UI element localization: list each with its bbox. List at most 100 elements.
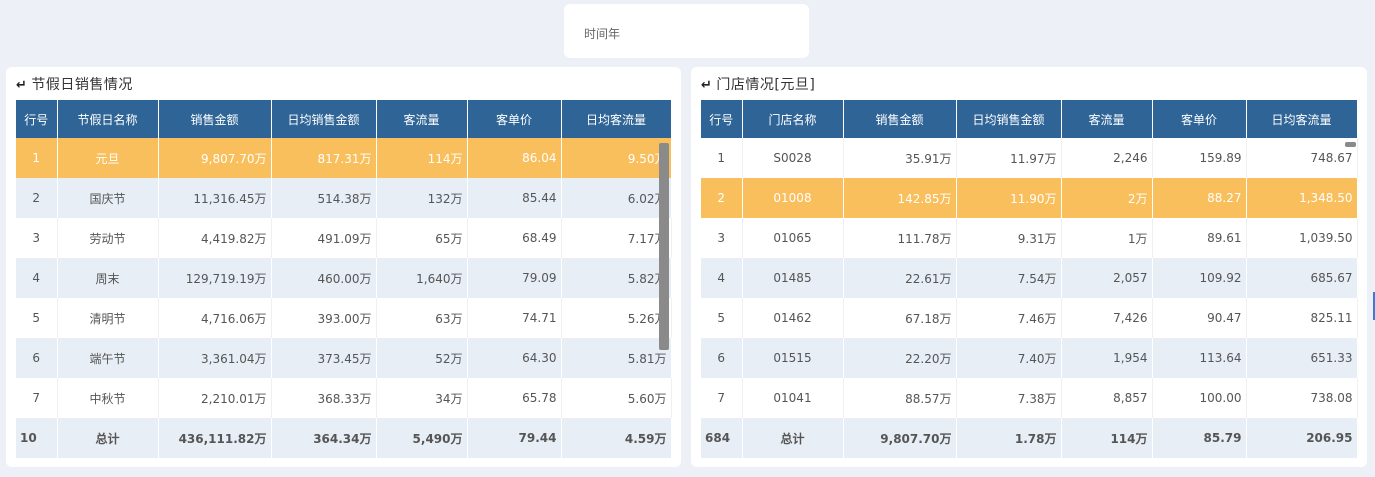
table-cell: 6 — [16, 338, 58, 378]
total-cell: 总计 — [57, 418, 159, 458]
column-header[interactable]: 销售金额 — [158, 100, 272, 138]
panel-title: ↵ 节假日销售情况 — [16, 76, 133, 94]
table-cell: 90.47 — [1152, 298, 1247, 338]
table-cell: 393.00万 — [271, 298, 377, 338]
total-row: 10 总计 436,111.82万 364.34万 5,490万 79.44 4.59万 — [16, 418, 672, 458]
table-cell: 132万 — [376, 178, 468, 218]
table-cell: 11.97万 — [956, 138, 1062, 178]
table-row[interactable]: 5 01462 67.18万 7.46万 7,426 90.47 825.11 — [701, 298, 1358, 338]
table-cell: 63万 — [376, 298, 468, 338]
table-cell: 159.89 — [1152, 138, 1247, 178]
column-header[interactable]: 日均销售金额 — [956, 100, 1062, 138]
table-cell: 64.30 — [467, 338, 562, 378]
table-cell: 88.57万 — [843, 378, 957, 418]
column-header[interactable]: 日均销售金额 — [271, 100, 377, 138]
back-icon[interactable]: ↵ — [701, 78, 713, 93]
column-header[interactable]: 行号 — [16, 100, 58, 138]
table-cell: 1 — [16, 138, 58, 178]
column-header[interactable]: 客流量 — [1061, 100, 1153, 138]
table-cell: 67.18万 — [843, 298, 957, 338]
table-cell: 3 — [701, 218, 743, 258]
table-cell: 2 — [16, 178, 58, 218]
table-row[interactable]: 7 中秋节 2,210.01万 368.33万 34万 65.78 5.60万 — [16, 378, 672, 418]
table-cell: 01065 — [742, 218, 844, 258]
table-row[interactable]: 2 01008 142.85万 11.90万 2万 88.27 1,348.50 — [701, 178, 1358, 218]
table-cell: 5.82万 — [561, 258, 672, 298]
table-row[interactable]: 7 01041 88.57万 7.38万 8,857 100.00 738.08 — [701, 378, 1358, 418]
table-row[interactable]: 4 周末 129,719.19万 460.00万 1,640万 79.09 5.82万 — [16, 258, 672, 298]
total-cell: 5,490万 — [376, 418, 468, 458]
edge-handle[interactable] — [1373, 292, 1375, 320]
holiday-sales-table: 行号 节假日名称 销售金额 日均销售金额 客流量 客单价 日均客流量 1 元旦 9,… — [16, 100, 672, 458]
total-cell: 总计 — [742, 418, 844, 458]
table-cell: 651.33 — [1246, 338, 1358, 378]
table-cell: 8,857 — [1061, 378, 1153, 418]
column-header[interactable]: 节假日名称 — [57, 100, 159, 138]
column-header[interactable]: 门店名称 — [742, 100, 844, 138]
table-cell: 4,419.82万 — [158, 218, 272, 258]
table-cell: 89.61 — [1152, 218, 1247, 258]
column-header[interactable]: 客单价 — [467, 100, 562, 138]
table-row[interactable]: 2 国庆节 11,316.45万 514.38万 132万 85.44 6.02万 — [16, 178, 672, 218]
table-cell: 79.09 — [467, 258, 562, 298]
table-cell: 817.31万 — [271, 138, 377, 178]
back-icon[interactable]: ↵ — [16, 78, 28, 93]
column-header[interactable]: 销售金额 — [843, 100, 957, 138]
table-cell: 11,316.45万 — [158, 178, 272, 218]
total-cell: 436,111.82万 — [158, 418, 272, 458]
table-scrollbar[interactable] — [1345, 142, 1356, 147]
table-cell: 3,361.04万 — [158, 338, 272, 378]
column-header[interactable]: 客流量 — [376, 100, 468, 138]
year-filter[interactable]: 时间年 — [564, 4, 809, 58]
table-row[interactable]: 6 端午节 3,361.04万 373.45万 52万 64.30 5.81万 — [16, 338, 672, 378]
table-scrollbar[interactable] — [659, 143, 669, 350]
table-cell: 6 — [701, 338, 743, 378]
total-cell: 206.95 — [1246, 418, 1358, 458]
table-row[interactable]: 3 劳动节 4,419.82万 491.09万 65万 68.49 7.17万 — [16, 218, 672, 258]
table-cell: 元旦 — [57, 138, 159, 178]
table-cell: 22.20万 — [843, 338, 957, 378]
total-row: 684 总计 9,807.70万 1.78万 114万 85.79 206.95 — [701, 418, 1358, 458]
table-cell: 129,719.19万 — [158, 258, 272, 298]
table-cell: 11.90万 — [956, 178, 1062, 218]
table-cell: 5 — [16, 298, 58, 338]
table-cell: 74.71 — [467, 298, 562, 338]
table-cell: 685.67 — [1246, 258, 1358, 298]
table-cell: 国庆节 — [57, 178, 159, 218]
table-cell: 5.26万 — [561, 298, 672, 338]
total-cell: 10 — [16, 418, 58, 458]
total-cell: 85.79 — [1152, 418, 1247, 458]
table-row[interactable]: 5 清明节 4,716.06万 393.00万 63万 74.71 5.26万 — [16, 298, 672, 338]
table-cell: 清明节 — [57, 298, 159, 338]
table-cell: 7 — [16, 378, 58, 418]
total-cell: 364.34万 — [271, 418, 377, 458]
table-cell: S0028 — [742, 138, 844, 178]
table-cell: 2,057 — [1061, 258, 1153, 298]
table-cell: 1万 — [1061, 218, 1153, 258]
table-cell: 738.08 — [1246, 378, 1358, 418]
table-cell: 34万 — [376, 378, 468, 418]
column-header[interactable]: 日均客流量 — [1246, 100, 1358, 138]
table-cell: 514.38万 — [271, 178, 377, 218]
total-cell: 79.44 — [467, 418, 562, 458]
table-row[interactable]: 1 S0028 35.91万 11.97万 2,246 159.89 748.67 — [701, 138, 1358, 178]
column-header[interactable]: 日均客流量 — [561, 100, 672, 138]
table-row[interactable]: 6 01515 22.20万 7.40万 1,954 113.64 651.33 — [701, 338, 1358, 378]
table-cell: 4 — [16, 258, 58, 298]
store-title: 门店情况[元旦] — [716, 77, 816, 93]
column-header[interactable]: 客单价 — [1152, 100, 1247, 138]
table-row[interactable]: 3 01065 111.78万 9.31万 1万 89.61 1,039.50 — [701, 218, 1358, 258]
table-cell: 01462 — [742, 298, 844, 338]
table-cell: 491.09万 — [271, 218, 377, 258]
table-row[interactable]: 1 元旦 9,807.70万 817.31万 114万 86.04 9.50万 — [16, 138, 672, 178]
table-cell: 1,640万 — [376, 258, 468, 298]
table-cell: 周末 — [57, 258, 159, 298]
table-cell: 460.00万 — [271, 258, 377, 298]
table-cell: 35.91万 — [843, 138, 957, 178]
table-row[interactable]: 4 01485 22.61万 7.54万 2,057 109.92 685.67 — [701, 258, 1358, 298]
table-cell: 2,246 — [1061, 138, 1153, 178]
column-header[interactable]: 行号 — [701, 100, 743, 138]
table-cell: 1,348.50 — [1246, 178, 1358, 218]
table-cell: 100.00 — [1152, 378, 1247, 418]
table-cell: 7.40万 — [956, 338, 1062, 378]
